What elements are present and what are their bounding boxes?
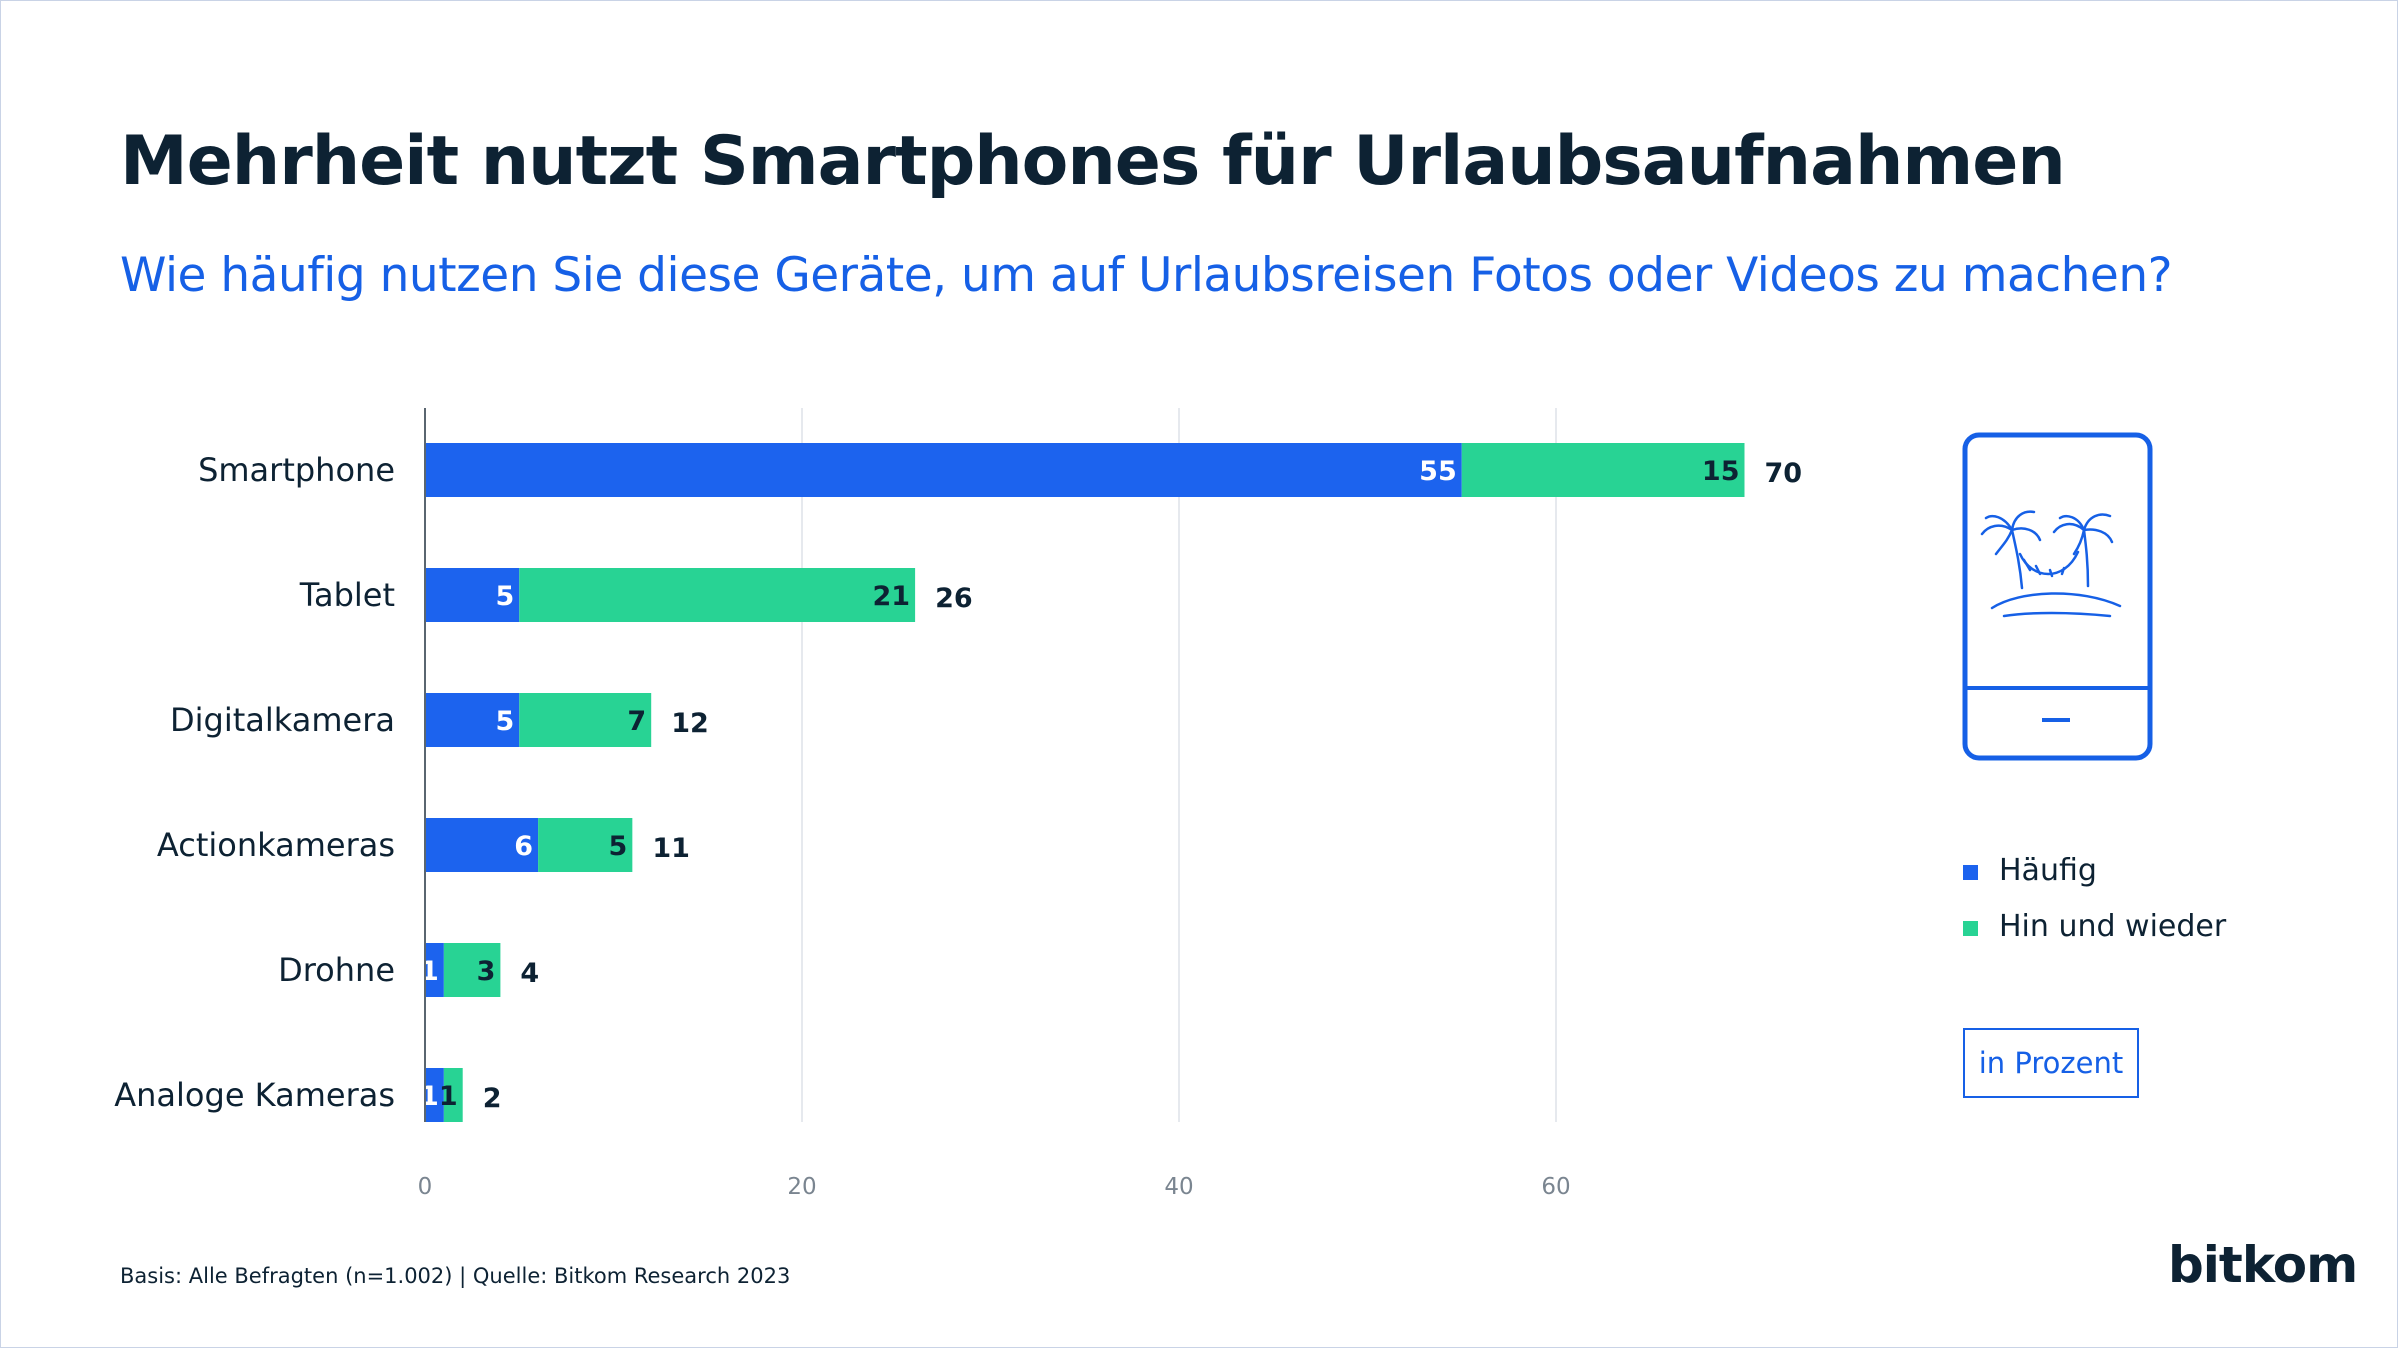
category-label: Drohne	[278, 951, 395, 989]
bar-segment	[1461, 443, 1745, 497]
data-label: 1	[420, 956, 439, 987]
data-label: 5	[609, 831, 628, 862]
bar-segment	[519, 693, 652, 747]
data-label: 21	[873, 581, 911, 612]
bitkom-logo: bitkom	[2168, 1236, 2358, 1294]
category-label: Actionkameras	[157, 826, 395, 864]
legend-swatch-haeufig	[1963, 865, 1978, 880]
x-tick-label: 20	[787, 1174, 816, 1200]
total-label: 12	[671, 708, 709, 739]
data-label: 1	[420, 1081, 439, 1112]
data-label: 5	[495, 581, 514, 612]
chart-subtitle: Wie häufig nutzen Sie diese Geräte, um a…	[120, 248, 2173, 303]
bar-segment	[425, 443, 1462, 497]
bar-segment	[443, 1068, 463, 1122]
data-label: 5	[495, 706, 514, 737]
bar-segment	[425, 693, 520, 747]
bar-segment	[425, 568, 520, 622]
total-label: 26	[935, 583, 973, 614]
smartphone-palm-beach-icon	[1962, 432, 2153, 761]
legend-label: Häufig	[1999, 853, 2097, 888]
total-label: 4	[520, 958, 539, 989]
legend-swatch-hin-und-wieder	[1963, 921, 1978, 936]
category-label: Smartphone	[198, 451, 395, 489]
bar-segment	[425, 943, 444, 997]
total-label: 2	[483, 1083, 502, 1114]
bar-segment	[519, 568, 916, 622]
total-label: 70	[1765, 458, 1803, 489]
total-label: 11	[652, 833, 690, 864]
grid-lines	[801, 408, 1557, 1122]
category-label: Tablet	[299, 576, 395, 614]
bar-segment	[425, 1068, 444, 1122]
bars	[425, 443, 1745, 1122]
legend-label: Hin und wieder	[1999, 909, 2227, 944]
data-label: 7	[627, 706, 646, 737]
data-label: 55	[1419, 456, 1457, 487]
x-axis-ticks: 0 20 40 60	[418, 1174, 1571, 1200]
x-tick-label: 40	[1164, 1174, 1193, 1200]
bar-segment	[443, 943, 501, 997]
bar-segment	[538, 818, 633, 872]
data-label: 1	[439, 1081, 458, 1112]
source-footnote: Basis: Alle Befragten (n=1.002) | Quelle…	[120, 1264, 791, 1288]
category-label: Analoge Kameras	[114, 1076, 395, 1114]
x-tick-label: 0	[418, 1174, 433, 1200]
x-tick-label: 60	[1541, 1174, 1570, 1200]
category-label: Digitalkamera	[170, 701, 395, 739]
unit-label-box: in Prozent	[1963, 1028, 2139, 1098]
data-label: 15	[1702, 456, 1740, 487]
bar-segment	[425, 818, 539, 872]
chart-title: Mehrheit nutzt Smartphones für Urlaubsau…	[120, 122, 2066, 201]
data-label: 3	[477, 956, 496, 987]
data-label: 6	[514, 831, 533, 862]
